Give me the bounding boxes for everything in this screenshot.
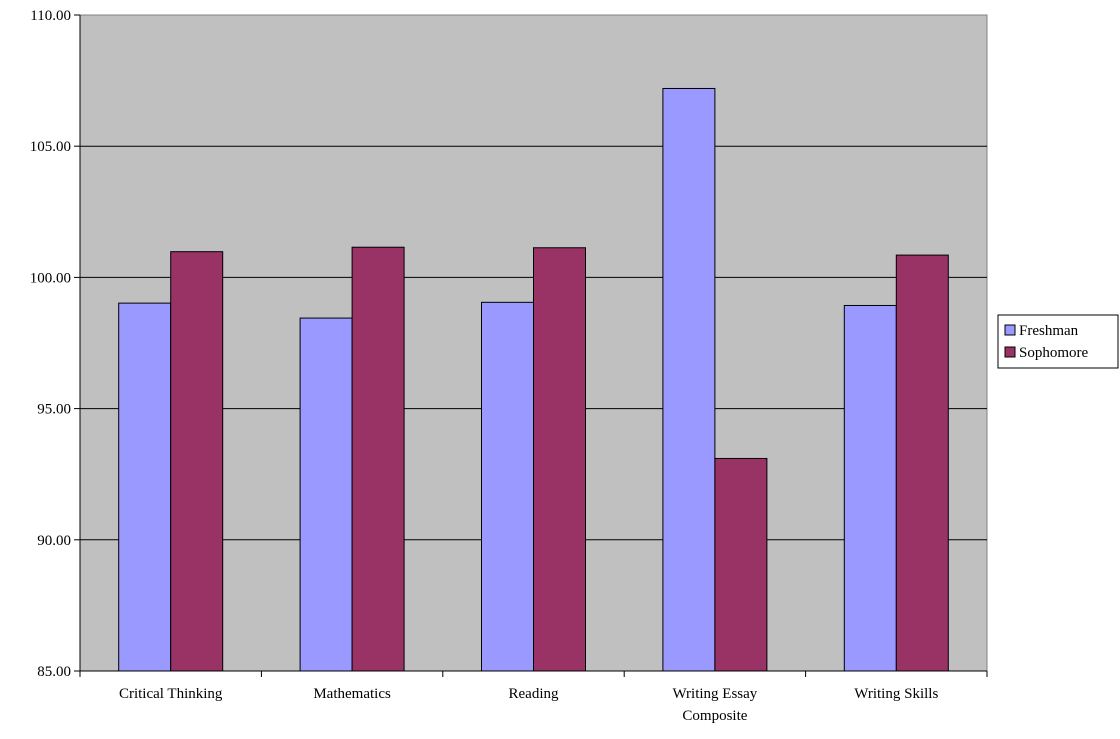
x-category-label: Mathematics xyxy=(313,686,391,702)
bar-sophomore xyxy=(351,246,405,672)
legend-swatch xyxy=(1004,324,1016,336)
axes xyxy=(74,14,988,677)
legend-box xyxy=(997,314,1119,369)
bar-sophomore xyxy=(714,457,768,672)
y-tick-label: 90.00 xyxy=(37,533,71,549)
legend-swatch xyxy=(1004,346,1016,358)
bar-sophomore xyxy=(170,251,224,672)
y-tick-label: 110.00 xyxy=(30,8,71,24)
x-category-label: Composite xyxy=(682,708,747,724)
x-category-label: Writing Skills xyxy=(854,686,938,702)
x-category-label: Critical Thinking xyxy=(119,686,223,702)
bar-freshman xyxy=(662,87,716,672)
x-category-label: Reading xyxy=(509,686,559,702)
bar-freshman xyxy=(118,302,172,672)
legend: Freshman Sophomore xyxy=(997,314,1119,369)
bar-freshman xyxy=(299,317,353,672)
x-category-label: Writing Essay xyxy=(672,686,757,702)
y-tick-label: 85.00 xyxy=(37,664,71,680)
y-tick-label: 105.00 xyxy=(30,139,71,155)
bar-freshman xyxy=(481,301,534,672)
y-tick-label: 95.00 xyxy=(37,402,71,418)
x-axis-category-labels: Critical Thinking Mathematics Reading Writi… xyxy=(119,686,938,724)
bar-sophomore xyxy=(533,247,586,672)
bars xyxy=(118,87,949,672)
bar-sophomore xyxy=(895,254,949,672)
legend-label: Sophomore xyxy=(1019,345,1089,361)
y-axis-tick-labels: 85.00 90.00 95.00 100.00 105.00 110.00 xyxy=(30,8,71,680)
legend-label: Freshman xyxy=(1019,323,1079,339)
bar-freshman xyxy=(843,304,897,672)
y-tick-label: 100.00 xyxy=(30,270,71,286)
